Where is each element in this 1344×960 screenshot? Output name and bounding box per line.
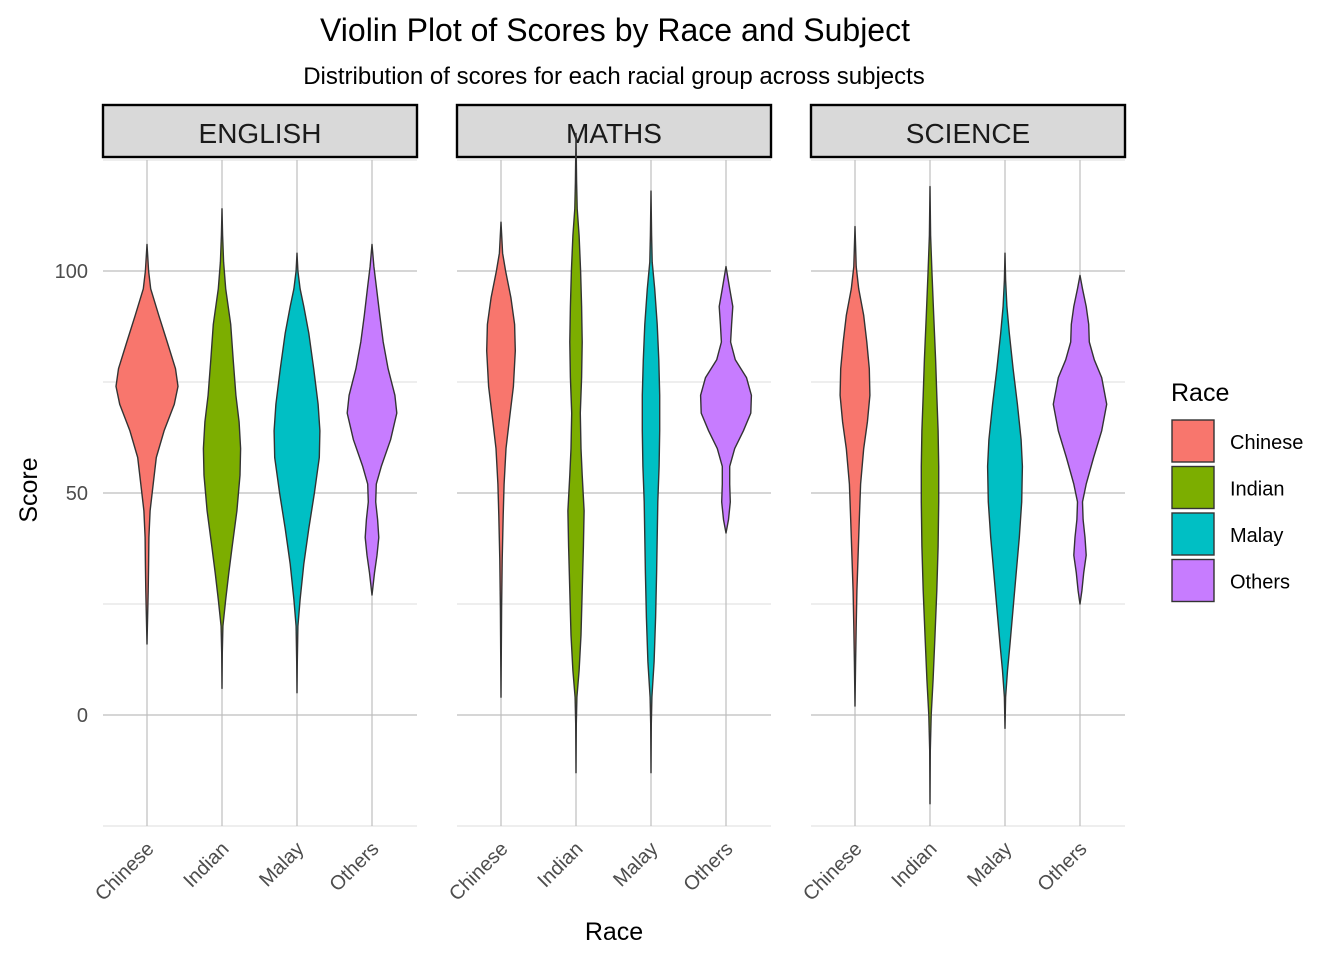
legend-label-others: Others: [1230, 572, 1290, 594]
panel-science: SCIENCE Chinese Indian Malay Others: [799, 103, 1127, 905]
legend-title: Race: [1171, 379, 1229, 407]
legend-key-malay: [1171, 512, 1215, 556]
facet-strip-label: MATHS: [566, 118, 662, 149]
violin-science-malay: [986, 252, 1024, 729]
x-tick-label: Malay: [963, 838, 1016, 891]
x-tick-label: Chinese: [445, 838, 512, 905]
facet-strip: [455, 103, 773, 159]
legend: Race Chinese Indian Malay Others: [1171, 379, 1303, 603]
panel-english: ENGLISH Chinese Indian Malay Others: [91, 103, 419, 905]
x-tick-label: Indian: [533, 838, 587, 892]
x-tick-label: Indian: [179, 838, 233, 892]
facet-strip: [809, 103, 1127, 159]
facet-strip: [101, 103, 419, 159]
y-tick-label: 50: [66, 483, 88, 505]
legend-key-chinese: [1171, 419, 1215, 463]
chart-subtitle: Distribution of scores for each racial g…: [303, 63, 925, 90]
legend-label-malay: Malay: [1230, 525, 1283, 547]
violin-maths-malay: [641, 190, 661, 774]
violin-science-indian: [920, 185, 940, 805]
violin-science-chinese: [839, 225, 871, 707]
x-tick-label: Chinese: [91, 838, 158, 905]
x-tick-label: Others: [680, 838, 738, 896]
violin-maths-others: [699, 265, 753, 534]
legend-label-chinese: Chinese: [1230, 432, 1303, 454]
x-tick-label: Chinese: [799, 838, 866, 905]
violin-science-others: [1052, 274, 1108, 605]
y-tick-label: 100: [55, 261, 88, 283]
facet-strip-label: SCIENCE: [906, 118, 1030, 149]
x-tick-label: Malay: [609, 838, 662, 891]
y-tick-label: 0: [77, 705, 88, 727]
x-tick-label: Indian: [887, 838, 941, 892]
violin-maths-indian: [567, 132, 585, 774]
facet-strip-label: ENGLISH: [199, 118, 322, 149]
chart-title: Violin Plot of Scores by Race and Subjec…: [320, 12, 910, 48]
legend-key-indian: [1171, 465, 1215, 510]
violin-english-indian: [202, 208, 242, 690]
violin-english-chinese: [115, 243, 179, 645]
legend-label-indian: Indian: [1230, 479, 1285, 501]
x-tick-label: Malay: [255, 838, 308, 891]
legend-key-others: [1171, 558, 1215, 603]
violin-english-others: [346, 243, 398, 596]
panel-maths: MATHS Chinese Indian Malay Others: [445, 103, 773, 905]
y-axis-title: Score: [15, 457, 43, 522]
x-tick-label: Others: [326, 838, 384, 896]
x-tick-label: Others: [1034, 838, 1092, 896]
violin-maths-chinese: [486, 221, 516, 698]
facet-panels: ENGLISH Chinese Indian Malay Others MATHS Chin…: [55, 103, 1127, 905]
violin-english-malay: [273, 252, 321, 694]
x-axis-title: Race: [585, 918, 643, 946]
